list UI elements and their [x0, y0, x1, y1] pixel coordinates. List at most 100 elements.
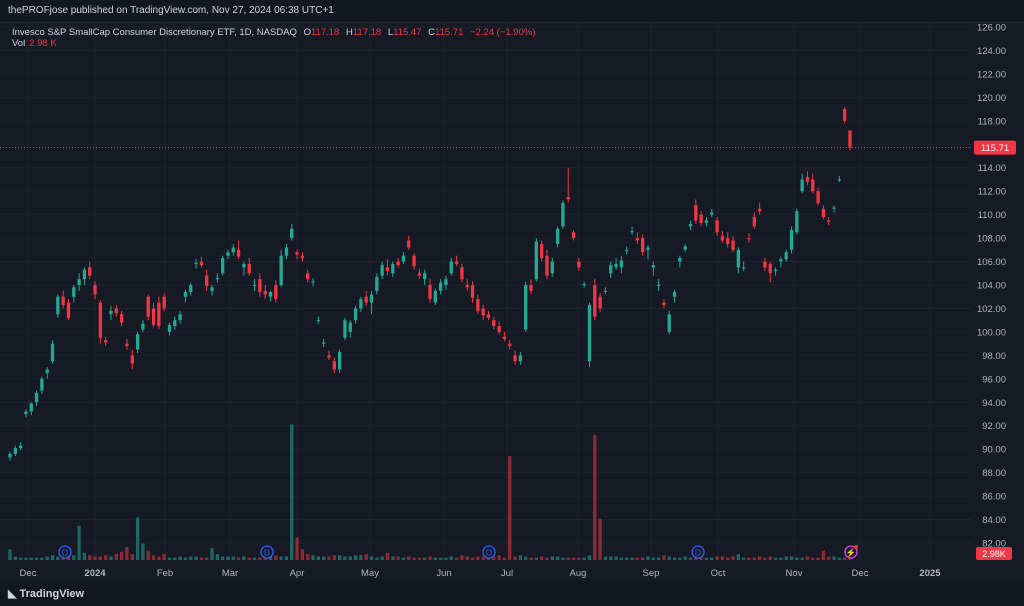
candle-body	[603, 290, 608, 292]
price-tick-label: 114.00	[978, 163, 1006, 174]
volume-bar	[50, 555, 55, 560]
symbol-legend: Invesco S&P SmallCap Consumer Discretion…	[12, 26, 536, 39]
volume-bar	[641, 557, 645, 560]
candle-body	[609, 265, 613, 274]
volume-bar	[566, 557, 570, 560]
time-axis[interactable]: Dec 2024 Feb Mar Apr May Jun Jul Aug Sep Oct Nov Dec…	[20, 568, 942, 579]
price-tick-label: 112.00	[978, 187, 1006, 198]
volume-bar	[444, 557, 448, 560]
candle-body	[630, 231, 634, 233]
time-tick-label: May	[361, 568, 379, 579]
grid-lines	[0, 23, 972, 561]
candle-body	[34, 392, 39, 403]
volume-bar	[736, 554, 741, 560]
volume-bar	[832, 556, 836, 560]
brand-name: TradingView	[19, 588, 85, 600]
candle-body	[492, 320, 496, 327]
tradingview-logo[interactable]: ◣ TradingView	[8, 587, 84, 600]
candlestick-chart[interactable]: 126.00124.00122.00120.00118.00116.00114.…	[0, 23, 1024, 581]
price-tick-label: 122.00	[977, 69, 1006, 80]
candle-body	[800, 179, 804, 192]
volume-bar	[40, 557, 44, 560]
volume-bar	[268, 556, 273, 560]
volume-bar	[763, 557, 767, 560]
volume-bar	[773, 557, 778, 560]
candle-body	[757, 208, 762, 212]
candle-body	[173, 320, 177, 327]
event-markers[interactable]: D D D D ⚡	[58, 545, 858, 559]
candle-body	[337, 351, 342, 370]
volume-bar	[593, 434, 597, 560]
price-tick-label: 126.00	[977, 23, 1006, 34]
volume-bar	[306, 554, 310, 560]
volume-bar	[635, 557, 639, 560]
volume-bar	[513, 556, 517, 560]
candle-body	[577, 261, 581, 268]
volume-bar	[731, 556, 735, 560]
volume-bar	[577, 557, 581, 560]
price-axis[interactable]: 126.00124.00122.00120.00118.00116.00114.…	[977, 23, 1006, 550]
volume-bar	[614, 556, 618, 560]
volume-bar	[715, 556, 719, 560]
candle-body	[476, 299, 480, 311]
candle-body	[470, 285, 475, 298]
price-tick-label: 84.00	[982, 515, 1006, 526]
volume-bar	[221, 556, 225, 560]
price-tick-label: 82.00	[982, 539, 1006, 550]
candle-body	[327, 355, 331, 358]
candle-body	[555, 228, 560, 244]
volume-bar	[29, 557, 33, 560]
candle-body	[566, 197, 570, 200]
candle-body	[401, 255, 406, 262]
volume-bar	[699, 557, 703, 560]
volume-bar	[279, 556, 283, 560]
candle-body	[50, 343, 55, 362]
candle-body	[444, 279, 448, 285]
candle-body	[135, 334, 140, 350]
volume-bar	[534, 557, 538, 560]
candle-body	[694, 205, 698, 221]
candle-body	[247, 263, 251, 274]
candle-body	[88, 267, 92, 276]
volume-bar	[529, 557, 533, 560]
candle-body	[534, 241, 538, 280]
volume-bar	[290, 424, 294, 560]
volume-bar	[348, 556, 352, 560]
price-tick-label: 98.00	[982, 351, 1006, 362]
volume-bar	[795, 557, 799, 560]
candle-body	[438, 282, 443, 291]
candle-body	[284, 247, 289, 256]
chart-area[interactable]: 126.00124.00122.00120.00118.00116.00114.…	[0, 22, 1024, 581]
volume-bar	[407, 556, 411, 560]
volume-bar	[524, 556, 528, 560]
price-tick-label: 102.00	[977, 304, 1006, 315]
volume-bar	[162, 554, 166, 560]
candle-body	[545, 255, 549, 276]
candle-body	[24, 411, 28, 414]
candle-body	[162, 296, 166, 309]
price-tick-label: 118.00	[978, 116, 1006, 127]
volume-bar	[481, 556, 485, 560]
candle-body	[720, 235, 725, 241]
volume-bar	[417, 557, 422, 560]
volume-bar	[364, 554, 368, 560]
candle-body	[279, 255, 283, 285]
volume-bar	[720, 556, 725, 560]
volume-bar	[508, 456, 512, 560]
candle-body	[274, 285, 278, 300]
candle-body	[417, 273, 422, 276]
candle-body	[263, 290, 267, 295]
candle-body	[524, 285, 528, 330]
tv-logo-icon: ◣	[8, 588, 20, 600]
candle-body	[40, 378, 44, 391]
candle-body	[641, 238, 645, 253]
price-tick-label: 100.00	[977, 327, 1006, 338]
candle-body	[635, 238, 639, 241]
candle-body	[805, 177, 810, 182]
volume-bar	[651, 557, 655, 560]
dividend-marker-label: D	[695, 548, 701, 558]
candle-body	[683, 246, 687, 250]
volume-bar	[784, 556, 788, 560]
volume-bar	[672, 557, 677, 560]
volume-bar	[789, 556, 794, 560]
